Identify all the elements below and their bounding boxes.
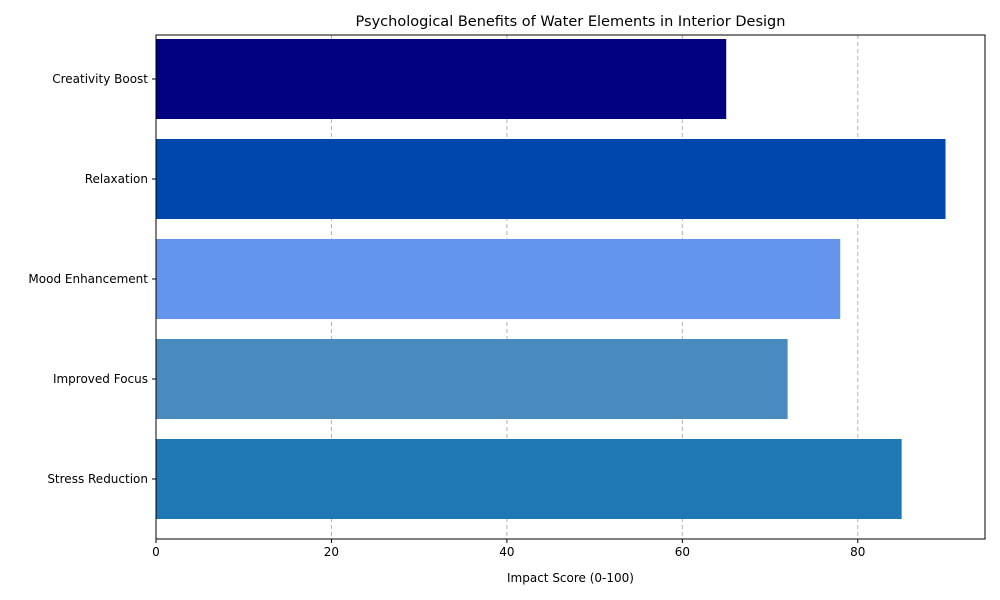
y-tick-label: Relaxation: [85, 172, 148, 186]
bar-mood-enhancement: [156, 239, 841, 319]
bar-relaxation: [156, 139, 946, 219]
y-tick-label: Mood Enhancement: [28, 272, 148, 286]
x-tick-label: 80: [850, 545, 865, 559]
bar-stress-reduction: [156, 439, 902, 519]
x-axis-ticks: 0 20 40 60 80: [152, 539, 865, 559]
bar-creativity-boost: [156, 39, 727, 119]
bar-improved-focus: [156, 339, 788, 419]
x-tick-label: 20: [324, 545, 339, 559]
y-tick-label: Creativity Boost: [52, 72, 148, 86]
bars: [156, 39, 946, 519]
y-axis-ticks: Stress Reduction Improved Focus Mood Enhan…: [28, 72, 156, 486]
x-tick-label: 0: [152, 545, 160, 559]
x-tick-label: 60: [675, 545, 690, 559]
chart-title: Psychological Benefits of Water Elements…: [356, 14, 786, 30]
y-tick-label: Improved Focus: [53, 372, 148, 386]
x-axis-label: Impact Score (0-100): [507, 571, 634, 585]
x-tick-label: 40: [499, 545, 514, 559]
plot-frame: [155, 34, 986, 540]
y-tick-label: Stress Reduction: [47, 472, 148, 486]
